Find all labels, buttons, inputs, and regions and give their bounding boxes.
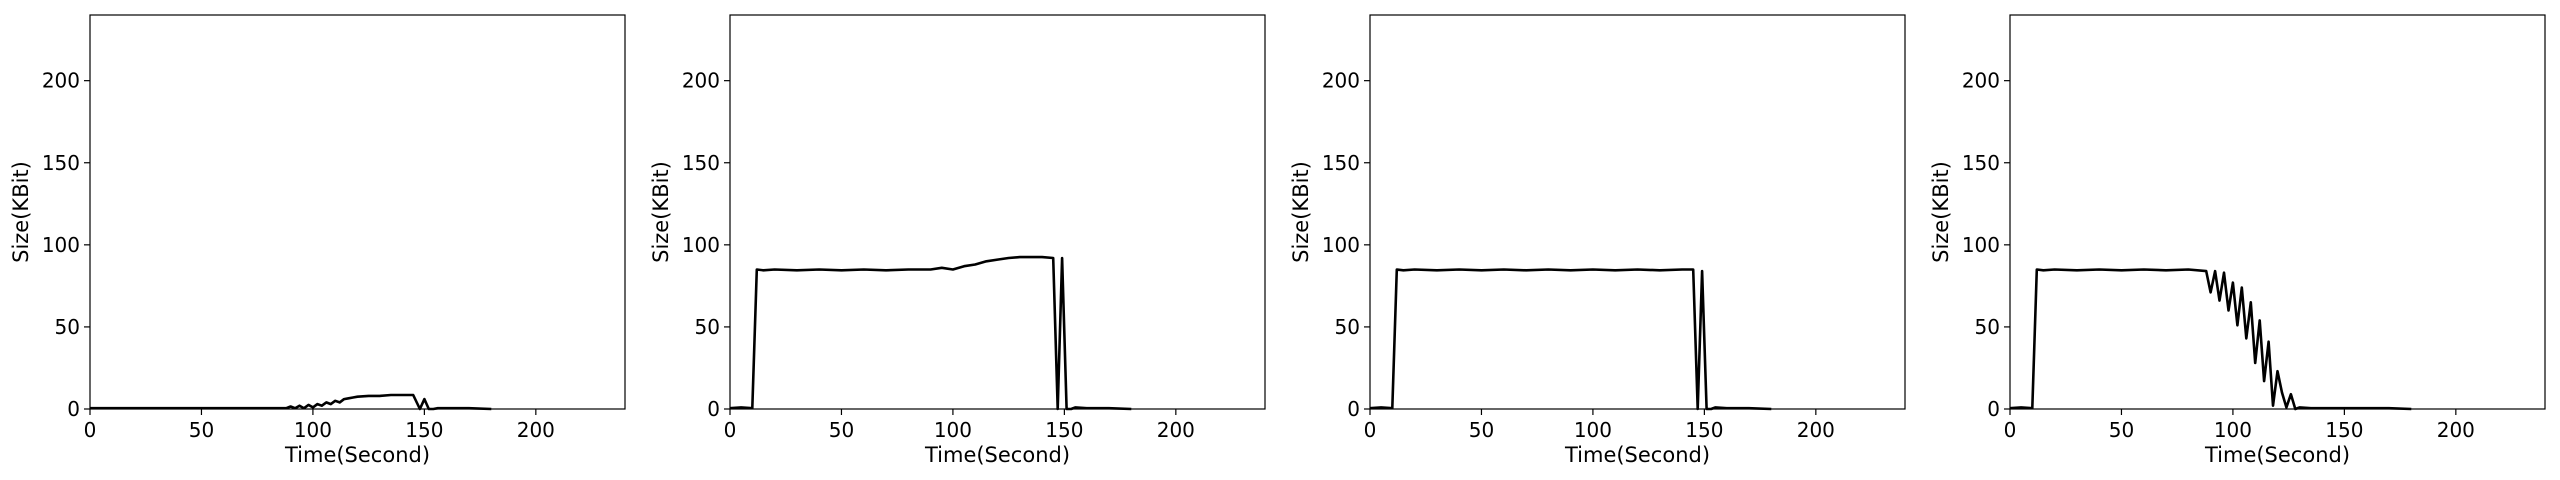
y-axis-label: Size(KBit): [649, 161, 673, 263]
y-tick-label: 200: [682, 69, 720, 93]
x-tick-label: 150: [1045, 418, 1083, 442]
x-axis-label: Time(Second): [284, 443, 430, 467]
y-tick-label: 200: [42, 69, 80, 93]
x-tick-label: 100: [2214, 418, 2252, 442]
x-tick-label: 150: [1685, 418, 1723, 442]
series-line-1: [729, 255, 1132, 411]
series-line-1: [1369, 268, 1772, 411]
chart-panel-2: 0 50 100 150 200 0 50 100 150 200 Time(Second) Size…: [649, 14, 1266, 467]
series-line-1: [2009, 268, 2412, 411]
x-tick-label: 100: [294, 418, 332, 442]
plot-frame: [89, 14, 626, 410]
y-tick-label: 50: [1335, 315, 1360, 339]
x-tick-label: 200: [1157, 418, 1195, 442]
y-tick-label: 0: [1987, 397, 2000, 421]
y-axis-label: Size(KBit): [1289, 161, 1313, 263]
y-tick-label: 200: [1322, 69, 1360, 93]
chart-panel-1: 0 50 100 150 200 0 50 100 150 200 Time(Second) Size…: [9, 14, 626, 467]
y-tick-label: 150: [1962, 151, 2000, 175]
y-tick-label: 0: [67, 397, 80, 421]
series-line-1: [90, 393, 492, 411]
y-tick-label: 0: [707, 397, 720, 421]
y-tick-label: 150: [42, 151, 80, 175]
x-tick-label: 200: [2437, 418, 2475, 442]
plot-frame: [729, 14, 1266, 410]
x-tick-label: 150: [405, 418, 443, 442]
y-tick-label: 100: [1322, 233, 1360, 257]
x-tick-label: 50: [1469, 418, 1494, 442]
x-tick-label: 0: [84, 418, 97, 442]
x-tick-label: 100: [1574, 418, 1612, 442]
chart-panel-4: 0 50 100 150 200 0 50 100 150 200 Time(Second) Size…: [1929, 14, 2546, 467]
x-tick-label: 200: [517, 418, 555, 442]
plot-frame: [2009, 14, 2546, 410]
y-tick-label: 50: [1975, 315, 2000, 339]
x-tick-label: 50: [2109, 418, 2134, 442]
y-tick-label: 50: [695, 315, 720, 339]
y-tick-label: 150: [682, 151, 720, 175]
y-tick-label: 200: [1962, 69, 2000, 93]
y-tick-label: 100: [682, 233, 720, 257]
plot-frame: [1369, 14, 1906, 410]
y-tick-label: 0: [1347, 397, 1360, 421]
y-tick-label: 50: [55, 315, 80, 339]
x-axis-label: Time(Second): [1564, 443, 1710, 467]
x-tick-label: 50: [189, 418, 214, 442]
y-axis-label: Size(KBit): [9, 161, 33, 263]
x-tick-label: 50: [829, 418, 854, 442]
x-axis-label: Time(Second): [2204, 443, 2350, 467]
x-tick-label: 200: [1797, 418, 1835, 442]
x-axis-label: Time(Second): [924, 443, 1070, 467]
x-tick-label: 100: [934, 418, 972, 442]
y-axis-label: Size(KBit): [1929, 161, 1953, 263]
x-tick-label: 0: [724, 418, 737, 442]
x-tick-label: 0: [2004, 418, 2017, 442]
y-tick-label: 100: [1962, 233, 2000, 257]
y-tick-label: 150: [1322, 151, 1360, 175]
x-tick-label: 0: [1364, 418, 1377, 442]
y-tick-label: 100: [42, 233, 80, 257]
chart-panel-3: 0 50 100 150 200 0 50 100 150 200 Time(Second) Size…: [1289, 14, 1906, 467]
x-tick-label: 150: [2325, 418, 2363, 442]
